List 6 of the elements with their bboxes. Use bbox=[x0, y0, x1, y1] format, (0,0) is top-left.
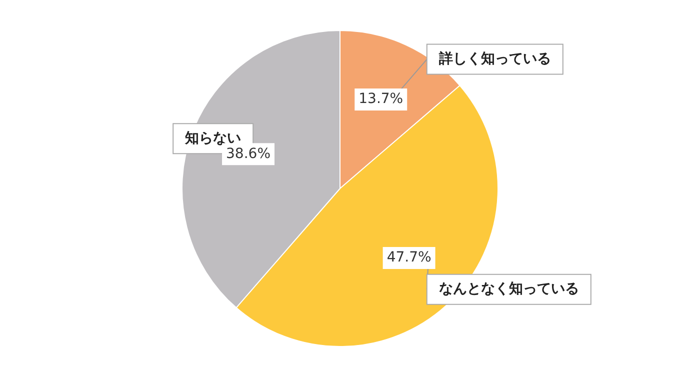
data-label: 13.7% bbox=[358, 91, 404, 108]
data-label: 38.6% bbox=[226, 146, 270, 162]
data-label: 47.7% bbox=[386, 250, 432, 266]
slice-label: なんとなく知っている bbox=[438, 281, 579, 298]
slice-label: 知らない bbox=[184, 130, 242, 146]
slice-label: 詳しく知っている bbox=[438, 50, 551, 67]
